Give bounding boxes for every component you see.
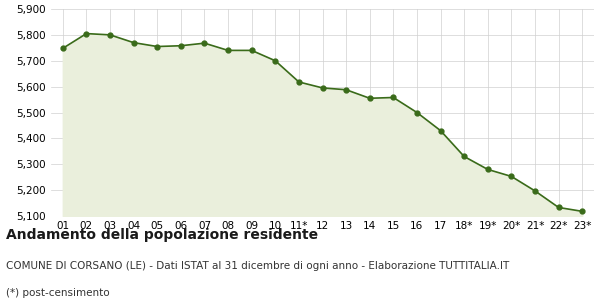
Text: (*) post-censimento: (*) post-censimento	[6, 288, 110, 298]
Text: Andamento della popolazione residente: Andamento della popolazione residente	[6, 228, 318, 242]
Text: COMUNE DI CORSANO (LE) - Dati ISTAT al 31 dicembre di ogni anno - Elaborazione T: COMUNE DI CORSANO (LE) - Dati ISTAT al 3…	[6, 261, 509, 271]
